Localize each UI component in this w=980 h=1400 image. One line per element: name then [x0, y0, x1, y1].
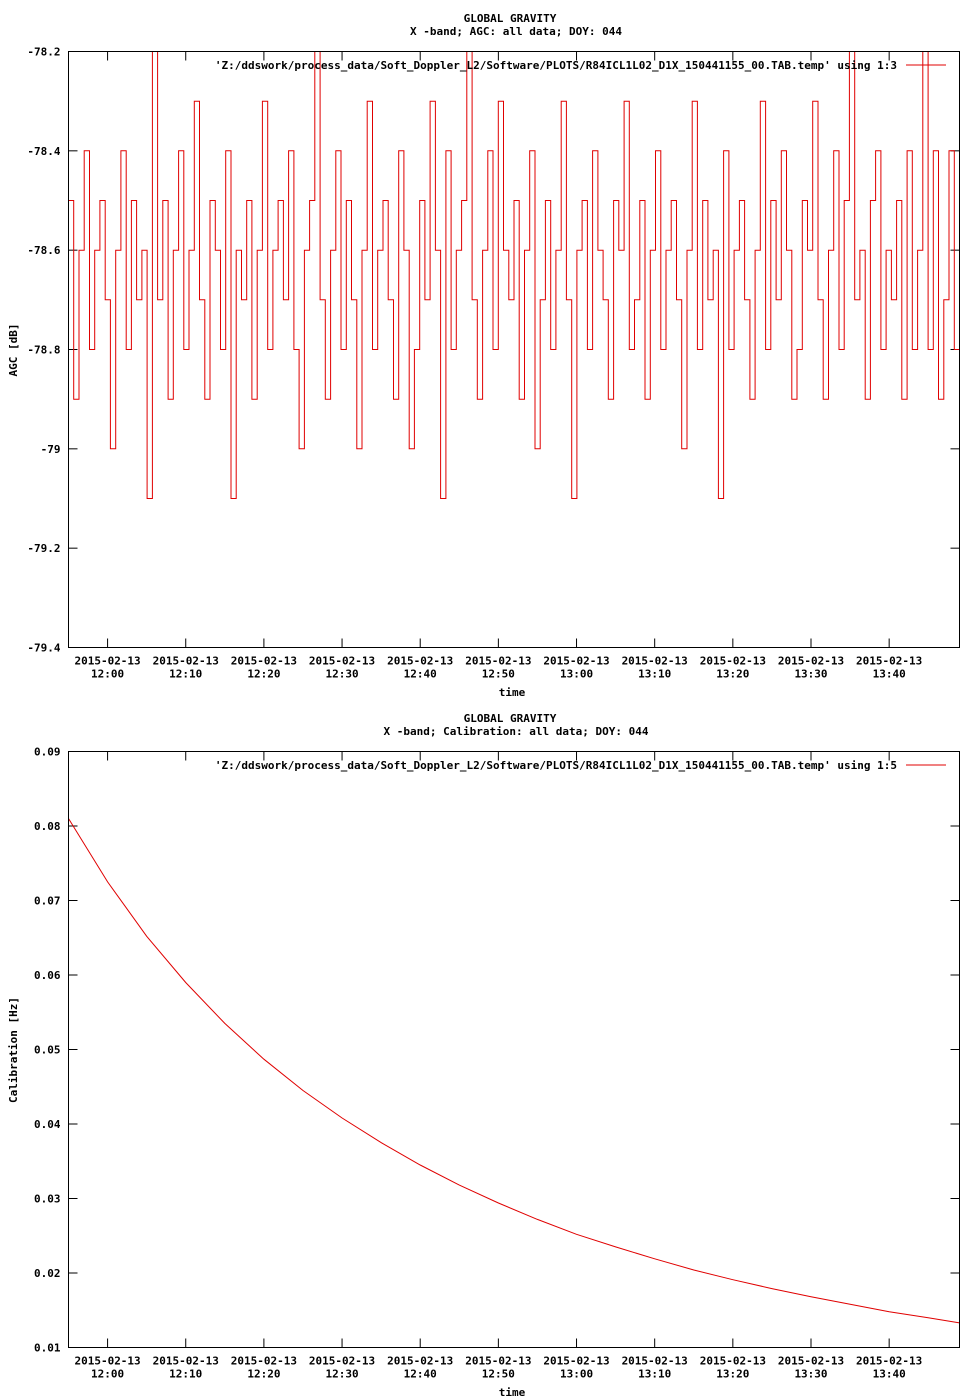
series-line — [68, 51, 960, 499]
y-axis-label: Calibration [Hz] — [7, 997, 20, 1103]
y-tick-label: 0.06 — [34, 969, 61, 982]
x-tick-label-time: 13:10 — [638, 668, 671, 681]
x-axis-label: time — [499, 1386, 526, 1399]
x-tick-label-date: 2015-02-13 — [622, 655, 688, 668]
x-tick-label-time: 12:50 — [482, 1368, 515, 1381]
x-tick-label-time: 12:00 — [91, 668, 124, 681]
y-tick-label: 0.09 — [34, 746, 61, 759]
x-tick-label-date: 2015-02-13 — [231, 655, 297, 668]
y-tick-label: 0.03 — [34, 1193, 61, 1206]
x-tick-label-time: 12:30 — [325, 668, 358, 681]
calibration-chart: GLOBAL GRAVITY X -band; Calibration: all… — [7, 712, 960, 1399]
chart-title: GLOBAL GRAVITY — [464, 12, 557, 25]
x-ticks: 2015-02-1312:002015-02-1312:102015-02-13… — [74, 51, 922, 681]
x-tick-label-time: 12:00 — [91, 1368, 124, 1381]
x-tick-label-date: 2015-02-13 — [309, 1355, 375, 1368]
x-tick-label-date: 2015-02-13 — [622, 1355, 688, 1368]
x-tick-label-time: 13:10 — [638, 1368, 671, 1381]
x-tick-label-time: 12:20 — [247, 1368, 280, 1381]
y-tick-label: 0.02 — [34, 1267, 61, 1280]
chart-title: GLOBAL GRAVITY — [464, 712, 557, 725]
x-tick-label-date: 2015-02-13 — [700, 1355, 766, 1368]
x-tick-label-time: 13:00 — [560, 668, 593, 681]
series-line — [68, 818, 960, 1324]
x-tick-label-time: 13:40 — [873, 668, 906, 681]
x-tick-label-date: 2015-02-13 — [387, 655, 453, 668]
x-tick-label-time: 13:20 — [716, 668, 749, 681]
x-tick-label-date: 2015-02-13 — [543, 655, 609, 668]
legend-label: 'Z:/ddswork/process_data/Soft_Doppler_L2… — [215, 759, 897, 772]
y-tick-label: -78.6 — [27, 244, 60, 257]
chart-subtitle: X -band; AGC: all data; DOY: 044 — [410, 25, 622, 38]
chart-subtitle: X -band; Calibration: all data; DOY: 044 — [384, 725, 649, 738]
x-tick-label-time: 13:00 — [560, 1368, 593, 1381]
legend: 'Z:/ddswork/process_data/Soft_Doppler_L2… — [215, 759, 946, 772]
x-tick-label-time: 13:40 — [873, 1368, 906, 1381]
legend: 'Z:/ddswork/process_data/Soft_Doppler_L2… — [215, 59, 946, 72]
x-tick-label-date: 2015-02-13 — [543, 1355, 609, 1368]
x-tick-label-date: 2015-02-13 — [700, 655, 766, 668]
y-ticks: 0.09 0.08 0.07 0.06 0.05 0.04 0.03 0.02 0.01 — [34, 746, 960, 1355]
y-tick-label: 0.04 — [34, 1118, 61, 1131]
x-tick-label-time: 13:30 — [794, 1368, 827, 1381]
x-ticks: 2015-02-1312:002015-02-1312:102015-02-13… — [74, 751, 922, 1381]
y-tick-label: 0.08 — [34, 820, 61, 833]
y-tick-label: 0.07 — [34, 895, 61, 908]
x-tick-label-time: 12:20 — [247, 668, 280, 681]
x-tick-label-date: 2015-02-13 — [74, 1355, 140, 1368]
x-tick-label-date: 2015-02-13 — [74, 655, 140, 668]
plot-area — [68, 51, 960, 499]
x-tick-label-date: 2015-02-13 — [153, 1355, 219, 1368]
y-tick-label: -79.4 — [27, 642, 60, 655]
x-tick-label-time: 13:20 — [716, 1368, 749, 1381]
x-tick-label-date: 2015-02-13 — [856, 1355, 922, 1368]
y-tick-label: -78.4 — [27, 145, 60, 158]
x-tick-label-date: 2015-02-13 — [465, 655, 531, 668]
agc-chart: GLOBAL GRAVITY X -band; AGC: all data; D… — [7, 12, 960, 699]
x-tick-label-time: 12:10 — [169, 1368, 202, 1381]
x-tick-label-date: 2015-02-13 — [778, 655, 844, 668]
x-tick-label-time: 13:30 — [794, 668, 827, 681]
x-tick-label-date: 2015-02-13 — [465, 1355, 531, 1368]
x-tick-label-time: 12:10 — [169, 668, 202, 681]
plot-frame — [68, 751, 960, 1348]
y-tick-label: -78.8 — [27, 344, 60, 357]
x-tick-label-time: 12:40 — [404, 1368, 437, 1381]
plot-area — [68, 818, 960, 1324]
y-tick-label: 0.05 — [34, 1044, 61, 1057]
x-axis-label: time — [499, 686, 526, 699]
x-tick-label-time: 12:50 — [482, 668, 515, 681]
x-tick-label-date: 2015-02-13 — [153, 655, 219, 668]
x-tick-label-date: 2015-02-13 — [856, 655, 922, 668]
legend-label: 'Z:/ddswork/process_data/Soft_Doppler_L2… — [215, 59, 897, 72]
y-tick-label: -79.2 — [27, 542, 60, 555]
x-tick-label-time: 12:40 — [404, 668, 437, 681]
y-tick-label: -79 — [41, 443, 61, 456]
x-tick-label-date: 2015-02-13 — [778, 1355, 844, 1368]
x-tick-label-time: 12:30 — [325, 1368, 358, 1381]
x-tick-label-date: 2015-02-13 — [309, 655, 375, 668]
y-tick-label: 0.01 — [34, 1342, 61, 1355]
x-tick-label-date: 2015-02-13 — [231, 1355, 297, 1368]
y-axis-label: AGC [dB] — [7, 324, 20, 377]
plot-frame — [68, 51, 960, 648]
y-tick-label: -78.2 — [27, 46, 60, 59]
x-tick-label-date: 2015-02-13 — [387, 1355, 453, 1368]
